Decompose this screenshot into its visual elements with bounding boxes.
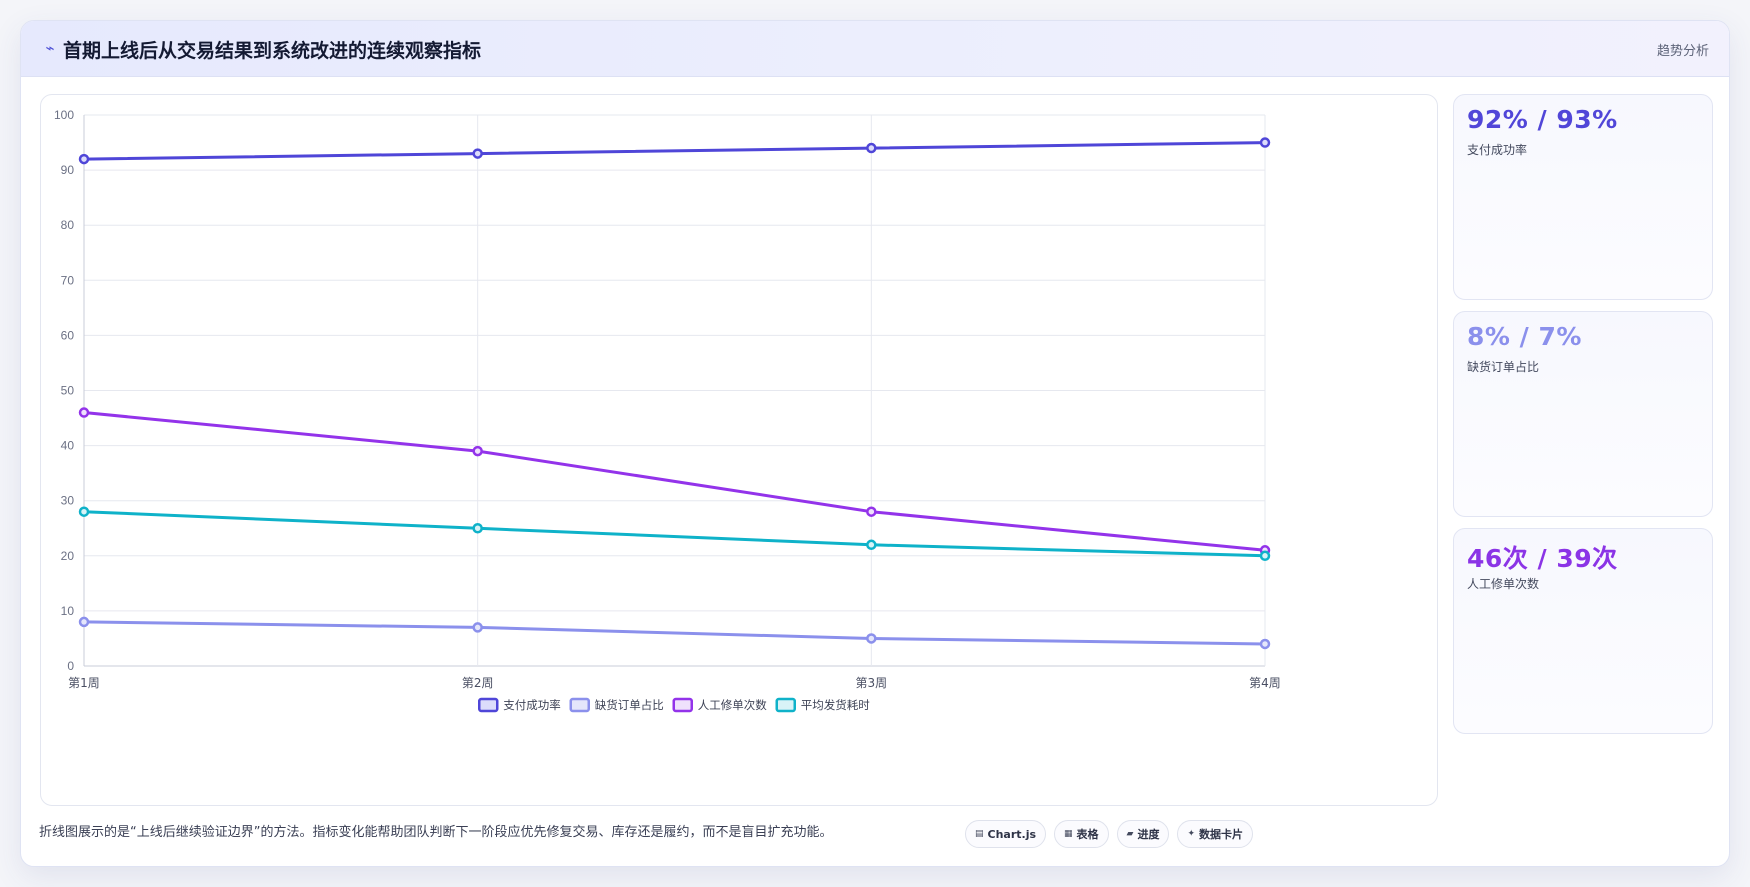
data-point	[472, 148, 483, 159]
data-point	[472, 622, 483, 633]
analysis-panel: ⌁ 首期上线后从交易结果到系统改进的连续观察指标 趋势分析 0 10 20 30 40 5…	[20, 20, 1730, 867]
panel-header: ⌁ 首期上线后从交易结果到系统改进的连续观察指标 趋势分析	[21, 21, 1729, 77]
page-title: 首期上线后从交易结果到系统改进的连续观察指标	[63, 40, 482, 62]
legend-label: 平均发货耗时	[801, 698, 870, 712]
stat-card-manual-fixes: 46次 / 39次 人工修单次数	[1453, 528, 1713, 734]
x-tick-label: 第3周	[856, 676, 888, 690]
data-point	[78, 616, 90, 628]
footer-note: 折线图展示的是“上线后继续验证边界”的方法。指标变化能帮助团队判断下一阶段应优先…	[39, 825, 833, 840]
y-tick-label: 100	[54, 108, 74, 122]
data-point	[78, 506, 90, 517]
data-point	[472, 445, 483, 457]
stat-value: 46次 / 39次	[1467, 544, 1618, 573]
series-line	[82, 141, 1267, 161]
chip-label: 数据卡片	[1199, 828, 1244, 841]
tech-chips: ▤ Chart.js ▦ 表格 ▰ 进度 ✦ 数据卡片	[965, 820, 1254, 848]
table-icon: ▦	[1064, 829, 1073, 839]
chart-icon: ▤	[975, 829, 984, 839]
series-line	[82, 620, 1267, 646]
data-point	[866, 633, 877, 644]
y-tick-label: 50	[61, 384, 75, 398]
line-chart-card: 0 10 20 30 40 50 60 70 80 90 100 第1周 第2周 第3周 第4周支付成功率 缺…	[40, 94, 1438, 806]
chip-label: Chart.js	[987, 827, 1037, 841]
x-tick-label: 第1周	[68, 676, 100, 690]
stat-label: 人工修单次数	[1467, 577, 1540, 591]
chip-label: 进度	[1137, 828, 1160, 841]
data-point	[866, 539, 877, 551]
data-point	[472, 523, 483, 534]
chip-table[interactable]: ▦ 表格	[1054, 820, 1109, 848]
stat-value: 8% / 7%	[1467, 322, 1582, 351]
legend-label: 缺货订单占比	[595, 698, 664, 712]
y-tick-label: 20	[61, 549, 75, 563]
data-point	[1259, 638, 1271, 650]
stat-card-out-of-stock: 8% / 7% 缺货订单占比	[1453, 311, 1713, 517]
x-tick-label: 第2周	[462, 676, 494, 690]
stat-label: 缺货订单占比	[1467, 360, 1540, 374]
chip-data-cards[interactable]: ✦ 数据卡片	[1177, 820, 1254, 848]
data-point	[866, 506, 877, 517]
legend-swatch	[775, 697, 796, 713]
data-point	[1259, 137, 1271, 148]
y-tick-label: 10	[61, 604, 75, 618]
y-tick-label: 30	[61, 494, 75, 508]
stat-card-payment-success: 92% / 93% 支付成功率	[1453, 94, 1713, 300]
y-tick-label: 40	[61, 439, 75, 453]
y-tick-label: 80	[61, 218, 75, 232]
wave-icon: ⌁	[45, 39, 55, 57]
legend-label: 支付成功率	[503, 698, 561, 712]
progress-icon: ▰	[1126, 829, 1134, 839]
x-tick-label: 第4周	[1249, 676, 1281, 690]
y-tick-label: 0	[67, 659, 74, 673]
chip-progress[interactable]: ▰ 进度	[1116, 820, 1170, 848]
stat-value: 92% / 93%	[1467, 105, 1618, 134]
data-point	[78, 407, 90, 418]
y-tick-label: 90	[61, 163, 75, 177]
legend-swatch	[478, 697, 499, 713]
series-line	[82, 411, 1267, 552]
chip-label: 表格	[1076, 828, 1099, 841]
legend-label: 人工修单次数	[698, 698, 767, 712]
y-tick-label: 60	[61, 328, 75, 342]
data-point	[866, 142, 877, 154]
legend-swatch	[672, 697, 694, 713]
stat-label: 支付成功率	[1467, 143, 1528, 157]
y-tick-label: 70	[61, 273, 75, 287]
data-point	[1259, 550, 1271, 562]
series-line	[82, 510, 1267, 558]
legend-swatch	[569, 697, 591, 713]
chip-chartjs[interactable]: ▤ Chart.js	[965, 820, 1047, 848]
sparkle-icon: ✦	[1187, 829, 1196, 839]
trend-analysis-tag[interactable]: 趋势分析	[1656, 44, 1709, 59]
data-point	[78, 153, 90, 165]
